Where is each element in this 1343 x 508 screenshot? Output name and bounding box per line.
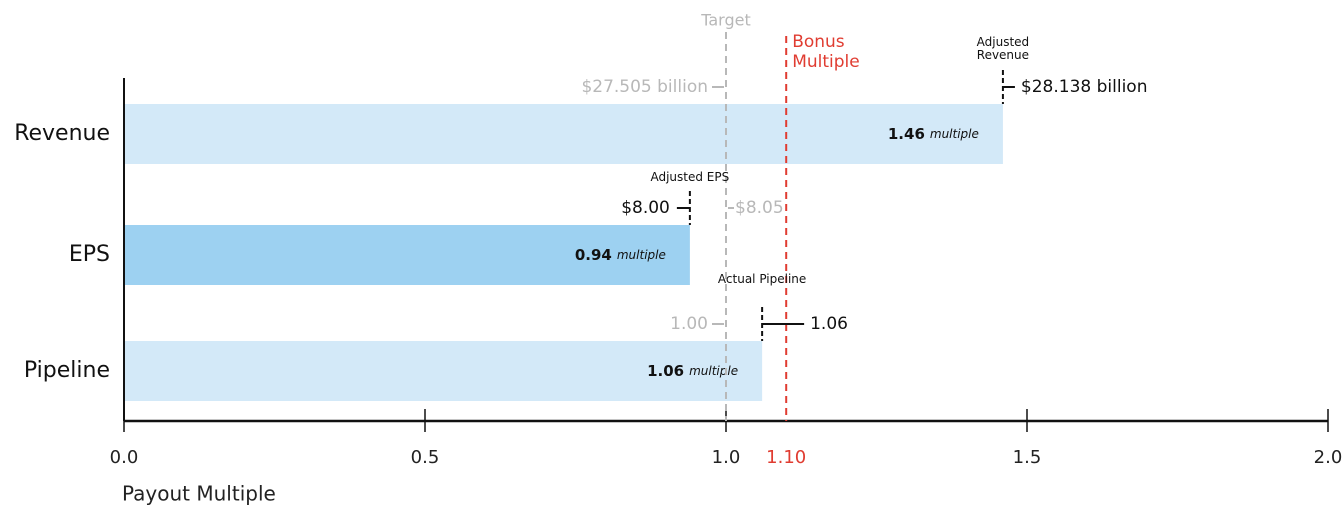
x-tick-label: 2.0: [1314, 447, 1343, 468]
bar: [124, 104, 1003, 164]
target-label: 1.00: [670, 314, 708, 334]
x-axis-label: Payout Multiple: [122, 482, 276, 506]
value-number: 0.94: [575, 246, 612, 264]
actual-label: $8.00: [621, 198, 670, 218]
category-label: Pipeline: [24, 358, 110, 383]
value-number: 1.06: [647, 362, 684, 380]
x-tick-label: 1.0: [712, 447, 741, 468]
reference-label: Target: [700, 11, 751, 30]
x-tick-label: 1.5: [1013, 447, 1042, 468]
target-label: $27.505 billion: [581, 77, 708, 97]
value-number: 1.46: [888, 125, 925, 143]
x-tick-label: 0.5: [411, 447, 440, 468]
annotation-caption: Adjusted Revenue: [976, 36, 1030, 62]
actual-label: $28.138 billion: [1021, 77, 1148, 97]
value-label: 1.06 multiple: [647, 362, 738, 380]
category-label: Revenue: [14, 121, 110, 146]
value-unit: multiple: [930, 127, 979, 141]
annotation-caption-box: Adjusted Revenue: [976, 36, 1030, 62]
value-label: 0.94 multiple: [575, 246, 666, 264]
reference-tick-label: 1.10: [766, 447, 806, 468]
actual-label: 1.06: [810, 314, 848, 334]
annotation-caption: Adjusted EPS: [650, 171, 730, 184]
value-label: 1.46 multiple: [888, 125, 979, 143]
value-unit: multiple: [689, 364, 738, 378]
value-unit: multiple: [617, 248, 666, 262]
target-label: $8.05: [735, 198, 784, 218]
reference-label: Bonus Multiple: [792, 32, 860, 72]
bar: [124, 341, 763, 401]
annotation-caption: Actual Pipeline: [717, 273, 807, 286]
category-label: EPS: [69, 242, 110, 267]
bar: [124, 225, 690, 285]
reference-label-box: Bonus Multiple: [792, 32, 860, 72]
annotation-caption-box: Adjusted EPS: [650, 171, 730, 184]
x-tick-label: 0.0: [110, 447, 139, 468]
annotation-caption-box: Actual Pipeline: [717, 273, 807, 286]
